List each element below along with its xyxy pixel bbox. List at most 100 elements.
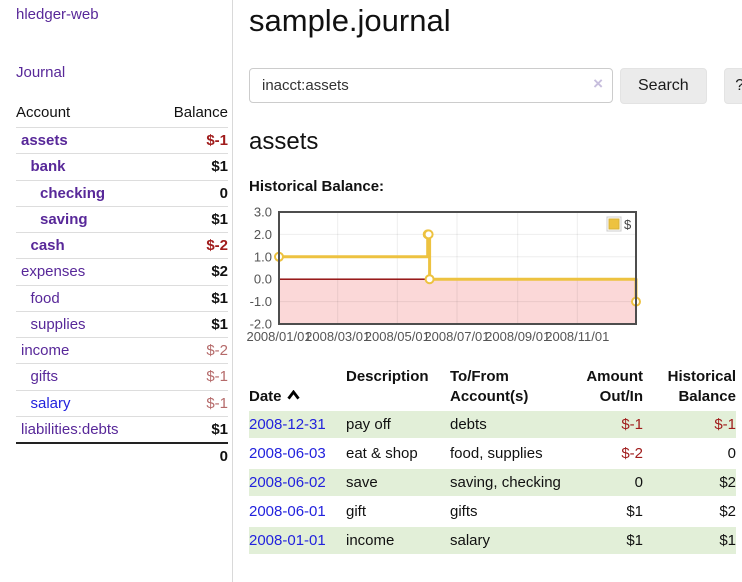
- account-link[interactable]: income: [21, 342, 70, 359]
- account-name-cell: assets: [16, 128, 156, 154]
- account-link[interactable]: saving: [40, 210, 88, 228]
- account-row: salary $-1: [16, 390, 228, 416]
- account-name-cell: supplies: [16, 311, 156, 337]
- account-name-cell: saving: [16, 206, 156, 232]
- account-balance: $1: [211, 315, 228, 333]
- account-link[interactable]: salary: [30, 394, 71, 412]
- account-link[interactable]: food: [30, 289, 60, 307]
- account-link[interactable]: expenses: [21, 263, 86, 281]
- account-link[interactable]: bank: [30, 158, 66, 176]
- accounts-total-row: 0: [16, 443, 228, 469]
- register-date-link[interactable]: 2008-06-03: [249, 445, 326, 463]
- account-balance: $1: [211, 158, 228, 176]
- column-header-date[interactable]: Date: [249, 367, 346, 412]
- y-tick-label: 1.0: [254, 249, 272, 264]
- page-title: sample.journal: [249, 3, 451, 38]
- account-heading: assets: [249, 127, 319, 155]
- register-accounts-cell: debts: [450, 416, 487, 434]
- accounts-header-balance: Balance: [173, 104, 228, 121]
- account-balance: $-1: [206, 394, 228, 412]
- account-balance: $1: [211, 289, 228, 307]
- account-balance-cell: $2: [156, 259, 228, 285]
- account-name-cell: liabilities:debts: [16, 416, 156, 443]
- account-name-cell: food: [16, 285, 156, 311]
- accounts-total: 0: [219, 448, 228, 465]
- help-button[interactable]: ?: [723, 67, 742, 104]
- balance-chart[interactable]: $3.0 2.0 1.0 0.0 -1.0 -2.0 2008/01/01 2008/03/0…: [246, 204, 742, 346]
- register-accounts-cell: food, supplies: [450, 445, 543, 463]
- sidebar-item-journal[interactable]: Journal: [16, 64, 66, 81]
- account-name-cell: income: [16, 338, 156, 364]
- accounts-header-account: Account: [16, 104, 71, 121]
- account-balance-cell: $-1: [156, 390, 228, 416]
- register-date-cell: 2008-01-01: [249, 526, 346, 555]
- account-balance: $-1: [206, 368, 228, 386]
- account-balance: $-2: [206, 237, 228, 254]
- account-link[interactable]: liabilities:debts: [21, 420, 119, 438]
- account-balance: 0: [219, 184, 228, 202]
- column-header-date-label: Date: [249, 388, 282, 405]
- register-description-cell: gift: [346, 503, 367, 521]
- account-row: checking 0: [16, 180, 228, 206]
- account-row: gifts $-1: [16, 363, 228, 390]
- y-tick-label: 0.0: [254, 271, 272, 286]
- negative-region: [279, 278, 636, 324]
- account-row: cash $-2: [16, 232, 228, 259]
- account-name-cell: cash: [16, 233, 156, 259]
- x-tick-label: 2008/05/01: [365, 329, 430, 344]
- register-row: 2008-06-01 gift gifts $1 $2: [249, 497, 736, 527]
- x-tick-label: 2008/11/01: [545, 329, 609, 344]
- account-link[interactable]: checking: [40, 184, 106, 202]
- register-description-cell: eat & shop: [346, 445, 418, 463]
- register-date-link[interactable]: 2008-12-31: [249, 416, 326, 434]
- sidebar: hledger-web Journal Account Balance asse…: [0, 0, 233, 582]
- account-link[interactable]: supplies: [30, 315, 86, 333]
- register-date-cell: 2008-12-31: [249, 411, 346, 439]
- register-row: 2008-06-03 eat & shop food, supplies $-2…: [249, 439, 736, 469]
- register-date-link[interactable]: 2008-01-01: [249, 532, 326, 550]
- account-link[interactable]: gifts: [30, 368, 59, 386]
- register-date-link[interactable]: 2008-06-02: [249, 474, 326, 492]
- x-tick-label: 2008/07/01: [424, 329, 489, 344]
- account-row: expenses $2: [16, 258, 228, 285]
- register-balance-cell: $-1: [714, 416, 736, 434]
- column-header-balance: Historical Balance: [667, 367, 736, 405]
- account-row: supplies $1: [16, 311, 228, 337]
- register-description-cell: save: [346, 474, 378, 492]
- account-balance: $-2: [206, 342, 228, 359]
- register-balance-cell: $2: [719, 503, 736, 521]
- account-balance-cell: $-1: [156, 128, 228, 154]
- account-balance-cell: $-1: [156, 364, 228, 390]
- account-name-cell: bank: [16, 154, 156, 180]
- register-balance-cell: $2: [719, 474, 736, 492]
- account-balance-cell: $1: [156, 285, 228, 311]
- register-description-cell: income: [346, 532, 395, 550]
- register-amount-cell: $1: [626, 503, 643, 521]
- account-balance-cell: $-2: [156, 233, 228, 259]
- register-row: 2008-06-02 save saving, checking 0 $2: [249, 468, 736, 498]
- register-date-cell: 2008-06-03: [249, 439, 346, 468]
- accounts-header-row: Account Balance: [16, 100, 228, 128]
- search-button[interactable]: Search: [620, 67, 707, 104]
- account-link[interactable]: cash: [30, 237, 65, 254]
- account-balance-cell: $-2: [156, 338, 228, 364]
- register-accounts-cell: salary: [450, 532, 491, 550]
- register-row: 2008-01-01 income salary $1 $1: [249, 526, 736, 556]
- brand-link[interactable]: hledger-web: [16, 6, 99, 23]
- register-date-cell: 2008-06-02: [249, 468, 346, 497]
- account-link[interactable]: assets: [21, 132, 68, 149]
- register-date-link[interactable]: 2008-06-01: [249, 503, 326, 521]
- account-name-cell: gifts: [16, 364, 156, 390]
- account-balance: $-1: [206, 132, 228, 149]
- legend-swatch: [608, 218, 620, 230]
- legend-label: $: [624, 217, 632, 232]
- clear-search-icon[interactable]: ×: [593, 74, 603, 94]
- search-input[interactable]: [249, 68, 613, 104]
- account-row: assets $-1: [16, 127, 228, 154]
- account-row: income $-2: [16, 337, 228, 364]
- account-balance-cell: $1: [156, 154, 228, 180]
- register-date-cell: 2008-06-01: [249, 497, 346, 526]
- search-form: × Search ?: [249, 67, 742, 104]
- x-tick-label: 2008/01/01: [246, 329, 311, 344]
